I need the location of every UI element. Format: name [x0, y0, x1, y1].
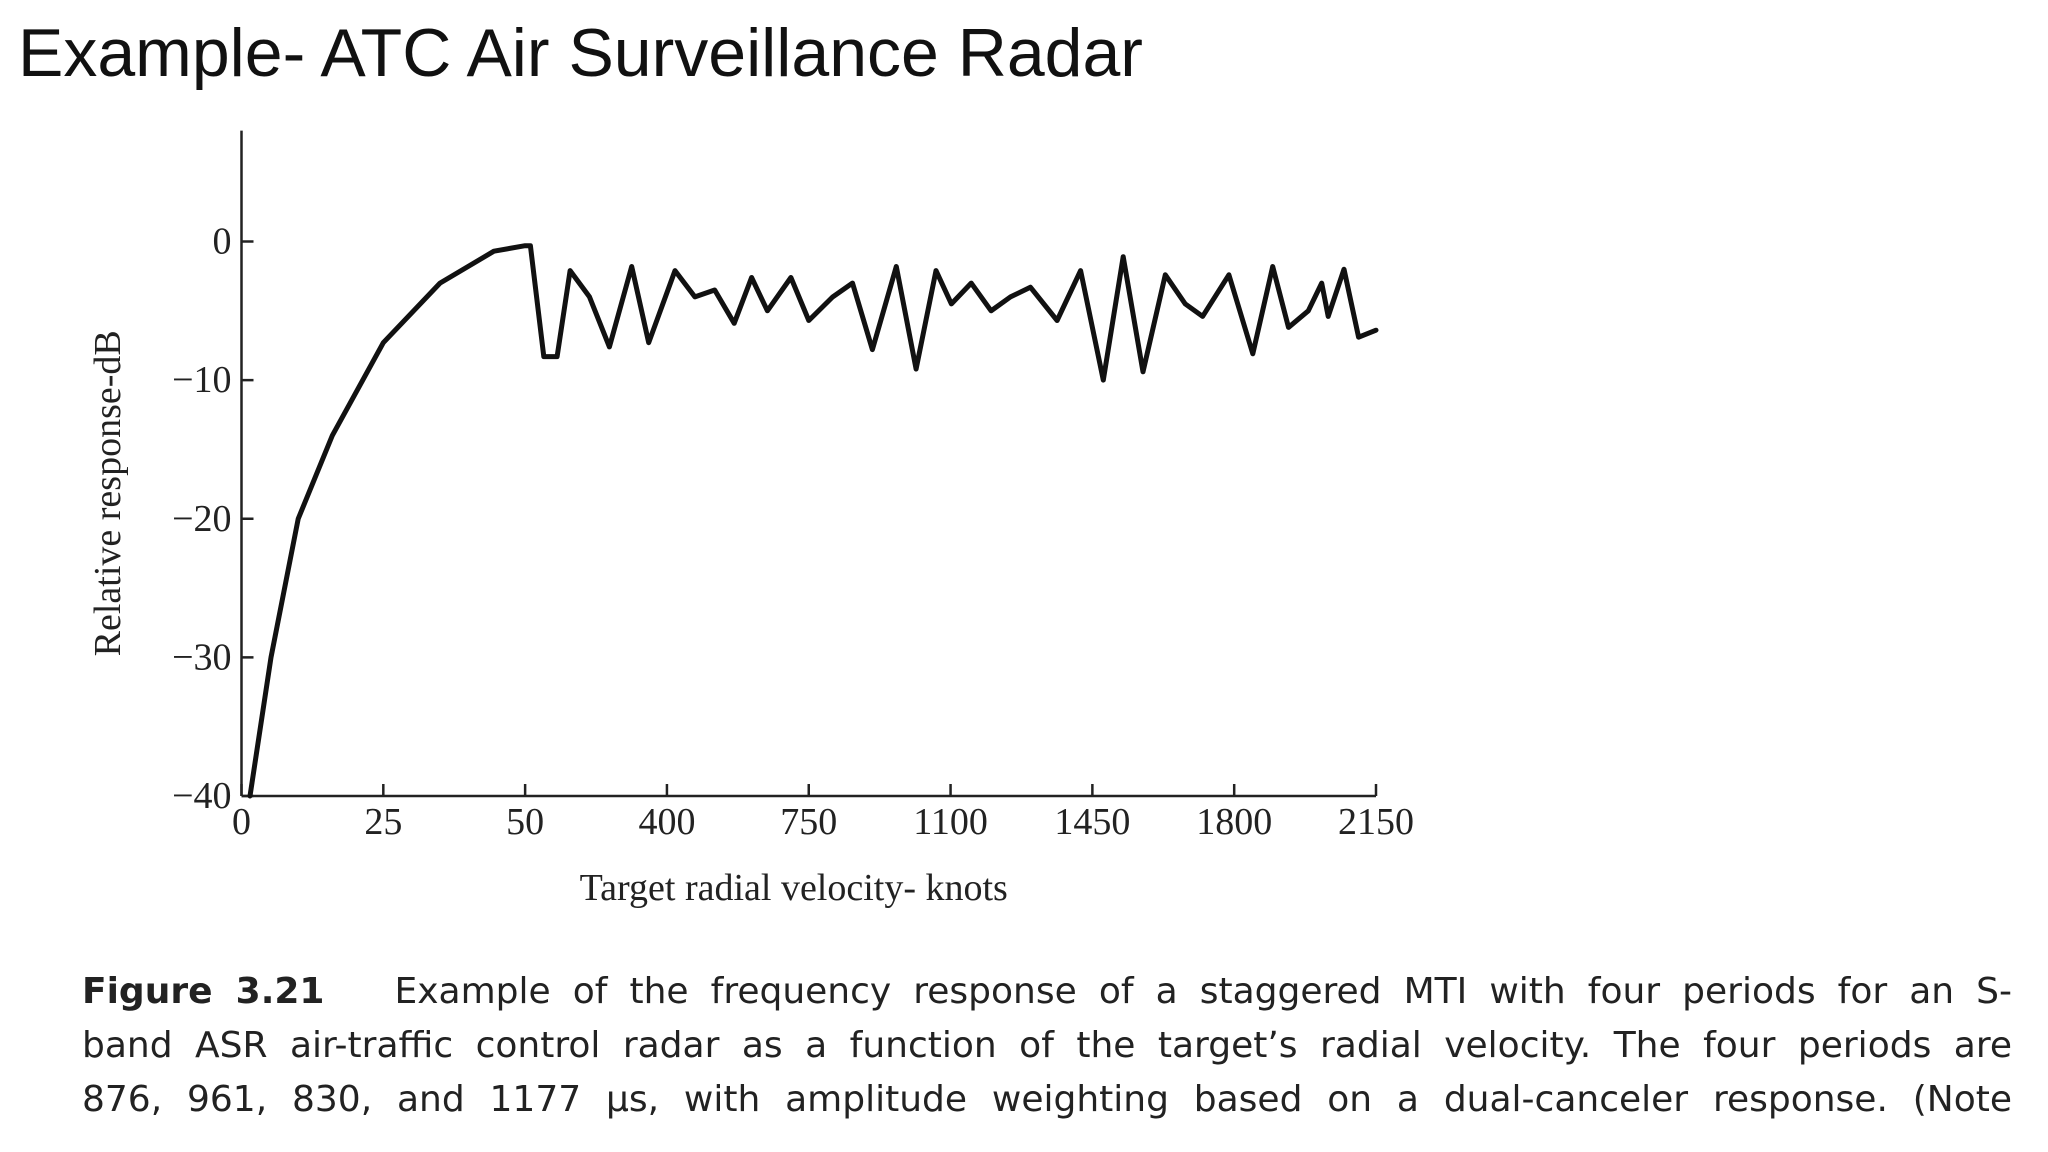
x-tick-label: 0 — [232, 801, 251, 843]
x-tick-label: 750 — [780, 801, 837, 843]
y-tick-label: −10 — [172, 359, 231, 401]
x-tick-label: 1100 — [913, 801, 988, 843]
x-axis-label: Target radial velocity- knots — [580, 867, 1008, 909]
x-tick-label: 2150 — [1338, 801, 1414, 843]
x-tick-label: 25 — [364, 801, 402, 843]
caption: Figure 3.21 Example of the frequency resp… — [82, 965, 2012, 1127]
y-tick-label: −20 — [172, 498, 231, 540]
figure-label: Figure 3.21 — [82, 971, 325, 1012]
response-line — [247, 243, 1379, 799]
x-tick-label: 1800 — [1196, 801, 1272, 843]
y-tick-label: −30 — [172, 636, 231, 678]
y-tick-label: 0 — [213, 221, 232, 263]
caption-line: Figure 3.21 Example of the frequency resp… — [82, 965, 2012, 1019]
caption-line: band ASR air-traffic control radar as a … — [82, 1025, 2012, 1066]
x-tick-label: 400 — [638, 801, 695, 843]
x-tick-label: 50 — [506, 801, 544, 843]
y-tick-label: −40 — [172, 775, 231, 817]
y-axis-label: Relative response-dB — [87, 330, 129, 656]
slide-title: Example- ATC Air Surveillance Radar — [18, 15, 1143, 91]
caption-line: 876, 961, 830, and 1177 μs, with amplitu… — [82, 1079, 2012, 1120]
chart: 0−10−20−30−400 25 50 400 750 1100 1450 1800 2150… — [87, 130, 1414, 909]
caption-text: Example of the frequency response of a s… — [394, 971, 2013, 1012]
x-tick-label: 1450 — [1054, 801, 1130, 843]
